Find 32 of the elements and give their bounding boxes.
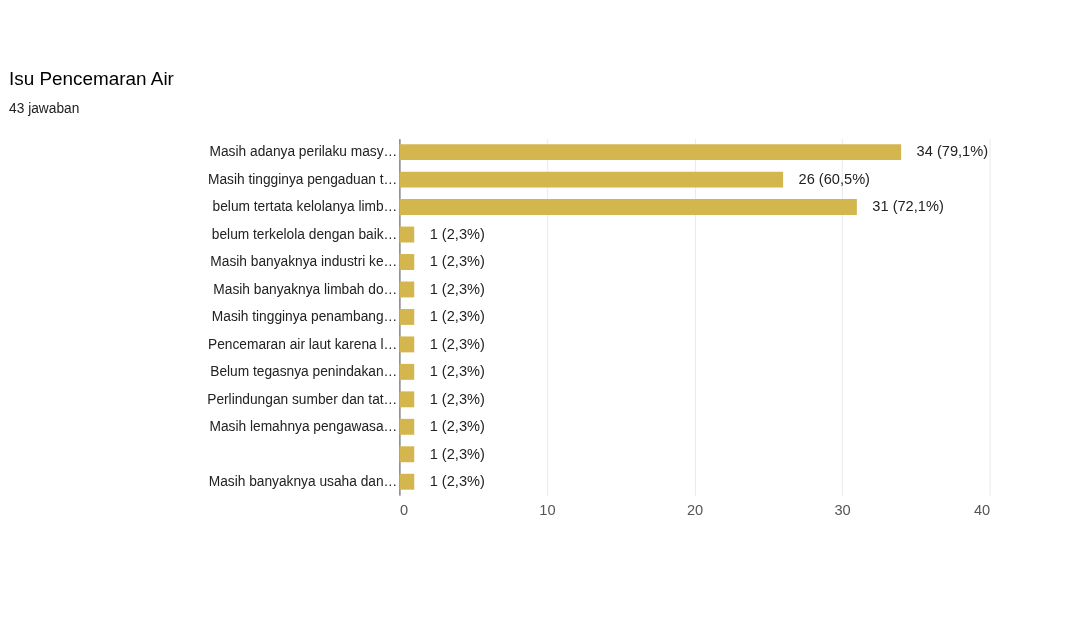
- y-tick-label: Masih tingginya penambang…: [211, 309, 398, 325]
- data-label: 1 (2,3%): [429, 418, 485, 435]
- x-tick-label: 20: [686, 502, 704, 519]
- y-tick-label: Masih tingginya pengaduan t…: [207, 171, 398, 187]
- data-label: 1 (2,3%): [429, 335, 485, 352]
- x-tick-label: 30: [834, 502, 851, 519]
- y-tick-label: Masih banyaknya industri ke…: [210, 254, 398, 270]
- data-label: 1 (2,3%): [429, 390, 485, 407]
- data-label: 1 (2,3%): [429, 445, 485, 462]
- text: Isu Pencemaran Air: [9, 68, 174, 90]
- data-label: 1 (2,3%): [429, 363, 485, 380]
- y-tick-label: Belum tegasnya penindakan…: [210, 364, 398, 380]
- data-label: 1 (2,3%): [429, 253, 485, 270]
- y-tick-label: Masih banyaknya limbah do…: [213, 281, 398, 297]
- data-label: 1 (2,3%): [429, 308, 485, 325]
- data-label: 1 (2,3%): [429, 225, 485, 242]
- y-tick-label: Masih banyaknya usaha dan…: [208, 474, 398, 490]
- data-label: 1 (2,3%): [429, 280, 485, 297]
- y-tick-label: Pencemaran air laut karena l…: [208, 336, 398, 352]
- y-tick-label: Masih adanya perilaku masy…: [209, 144, 398, 160]
- y-tick-label: Masih lemahnya pengawasa…: [209, 419, 398, 435]
- x-tick-label: 40: [973, 502, 991, 519]
- y-tick-label: belum terkelola dengan baik…: [211, 226, 398, 242]
- text: 43 jawaban: [9, 100, 80, 116]
- y-tick-label: belum tertata kelolanya limb…: [212, 199, 398, 215]
- data-label: 34 (79,1%): [916, 143, 989, 160]
- y-tick-label: Perlindungan sumber dan tat…: [207, 391, 398, 407]
- x-tick-label: 10: [539, 502, 556, 519]
- data-label: 31 (72,1%): [872, 198, 944, 215]
- data-label: 26 (60,5%): [798, 170, 870, 187]
- x-tick-label: 0: [399, 502, 409, 519]
- data-label: 1 (2,3%): [429, 473, 485, 490]
